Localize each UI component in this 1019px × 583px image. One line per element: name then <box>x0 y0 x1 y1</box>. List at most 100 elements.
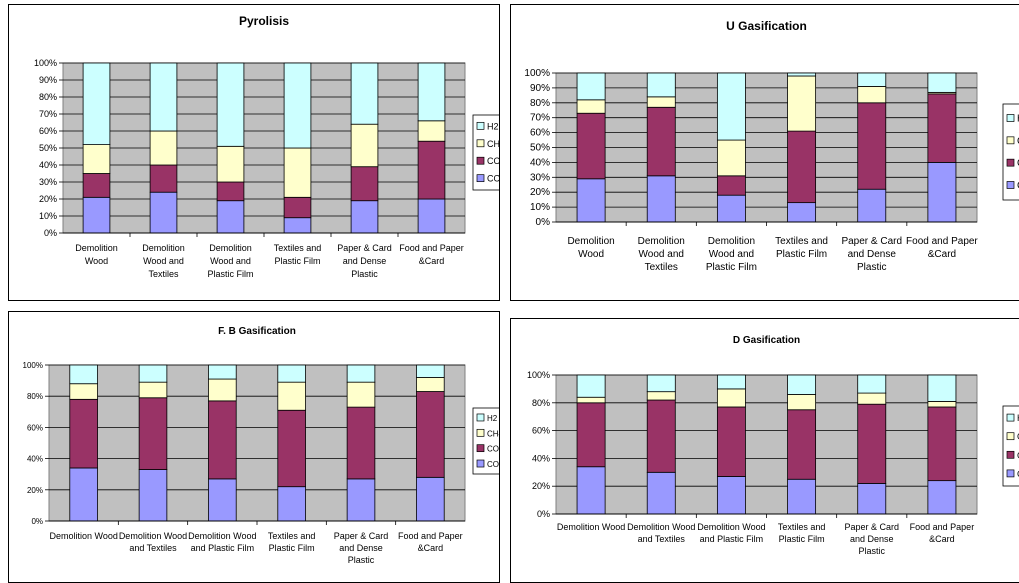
y-tick-label: 70% <box>39 109 57 119</box>
bar-segment-ch4 <box>283 147 312 198</box>
y-tick-label: 80% <box>530 98 550 109</box>
category-label: and Plastic Film <box>700 534 764 544</box>
bar-segment-co <box>346 478 376 522</box>
category-label: Wood <box>578 249 604 260</box>
bar-segment-h2 <box>787 374 817 395</box>
category-label: Wood <box>85 256 108 266</box>
bar-segment-co <box>149 191 178 234</box>
legend-label-co: CO <box>487 460 499 469</box>
category-label: Textiles and <box>274 243 322 253</box>
legend-swatch-co2 <box>476 156 485 165</box>
bar-segment-h2 <box>927 374 957 402</box>
bar-segment-co <box>216 200 245 234</box>
bar-segment-ch4 <box>646 96 676 108</box>
chart-title: U Gasification <box>726 19 807 33</box>
bar-segment-ch4 <box>82 144 111 174</box>
legend-label-co2: CO2 <box>1017 450 1019 460</box>
category-label: Wood and <box>709 249 754 260</box>
bar-segment-ch4 <box>138 381 168 399</box>
plot-area <box>48 364 466 522</box>
legend-label-co2: CO2 <box>1017 158 1019 169</box>
bar-segment-co <box>576 178 606 223</box>
u-gasification-chart-panel: U Gasification 0% 10% 20% 30% 40% 50% 60% 70% 80%… <box>510 4 1019 301</box>
y-tick-label: 20% <box>39 194 57 204</box>
bar-segment-ch4 <box>576 396 606 404</box>
category-label: Plastic Film <box>706 262 757 273</box>
category-label: and Textiles <box>638 534 686 544</box>
category-label: and Dense <box>850 534 894 544</box>
plot-area <box>555 374 978 515</box>
category-label: &Card <box>419 256 445 266</box>
legend-label-co: CO <box>1017 180 1019 191</box>
category-label: Demolition <box>708 236 755 247</box>
bar-segment-co2 <box>646 399 676 473</box>
bar-segment-co2 <box>857 403 887 484</box>
bar-segment-co <box>416 476 445 522</box>
bar-segment-ch4 <box>350 123 379 168</box>
bar-segment-co <box>283 217 312 234</box>
bar-segment-h2 <box>576 374 606 398</box>
chart-svg: Pyrolisis 0% 10% 20% 30% 40% 50% 60% 70% 80% 90% 10… <box>34 14 500 279</box>
y-tick-label: 60% <box>530 128 550 139</box>
bar-segment-h2 <box>283 62 312 149</box>
bar-segment-ch4 <box>346 381 376 408</box>
y-tick-label: 40% <box>27 455 43 464</box>
bar-segment-ch4 <box>787 75 817 132</box>
legend-box <box>1002 405 1019 487</box>
bar-segment-co <box>576 466 606 515</box>
legend-label-co: CO <box>1017 469 1019 479</box>
chart-svg: F. B Gasification 0% 20% 40% 60% 80% 100% Demol… <box>23 326 499 565</box>
bar-segment-co2 <box>416 391 445 478</box>
bar-segment-ch4 <box>208 378 237 402</box>
bar-segment-ch4 <box>787 394 817 411</box>
legend-label-h2: H2 <box>487 414 498 423</box>
bar-segment-co2 <box>787 130 817 204</box>
bar-segment-ch4 <box>216 145 245 183</box>
category-label: Paper & Card <box>334 531 389 541</box>
bar-segment-h2 <box>787 72 817 77</box>
legend-box <box>1002 103 1019 201</box>
bar-segment-co <box>208 478 237 522</box>
bar-segment-co <box>350 200 379 234</box>
y-tick-label: 100% <box>527 370 550 380</box>
category-label: &Card <box>929 534 955 544</box>
bar-segment-co <box>857 188 887 223</box>
y-tick-label: 40% <box>530 157 550 168</box>
category-label: Plastic Film <box>776 249 827 260</box>
bar-segment-co <box>138 469 168 522</box>
category-label: &Card <box>418 543 444 553</box>
bar-segment-co2 <box>82 173 111 198</box>
y-tick-label: 60% <box>532 426 550 436</box>
bar-segment-ch4 <box>857 392 887 405</box>
bar-segment-ch4 <box>69 383 98 400</box>
category-label: and Textiles <box>129 543 177 553</box>
category-label: Wood and <box>143 256 184 266</box>
bar-segment-co <box>787 478 817 515</box>
bar-segment-co <box>277 486 306 522</box>
bar-segment-h2 <box>716 72 746 141</box>
bar-segment-ch4 <box>857 86 887 104</box>
bar-segment-co2 <box>927 93 957 163</box>
fb-gasification-chart-panel: F. B Gasification 0% 20% 40% 60% 80% 100% Demol… <box>8 311 500 583</box>
category-label: Demolition Wood <box>697 522 765 532</box>
y-tick-label: 10% <box>39 211 57 221</box>
category-label: Demolition <box>567 236 614 247</box>
y-tick-label: 30% <box>530 172 550 183</box>
legend-label-co2: CO2 <box>487 156 500 166</box>
legend-swatch-co <box>476 459 485 468</box>
y-tick-label: 10% <box>530 202 550 213</box>
y-tick-label: 90% <box>39 75 57 85</box>
bar-segment-ch4 <box>716 388 746 408</box>
chart-svg: U Gasification 0% 10% 20% 30% 40% 50% 60% 70% 80%… <box>524 19 1019 273</box>
legend-label-ch4: CH4 <box>487 139 500 149</box>
chart-svg: D Gasification 0% 20% 40% 60% 80% 100% Demoliti… <box>527 335 1019 556</box>
bar-segment-ch4 <box>277 381 306 411</box>
legend-label-h2: H2 <box>487 121 499 131</box>
legend-label-ch4: CH4 <box>1017 432 1019 442</box>
y-tick-label: 100% <box>34 58 57 68</box>
category-label: and Dense <box>339 543 383 553</box>
category-label: and Dense <box>343 256 387 266</box>
category-label: Paper & Card <box>844 522 899 532</box>
bar-segment-co2 <box>576 402 606 468</box>
bar-segment-h2 <box>69 364 98 385</box>
